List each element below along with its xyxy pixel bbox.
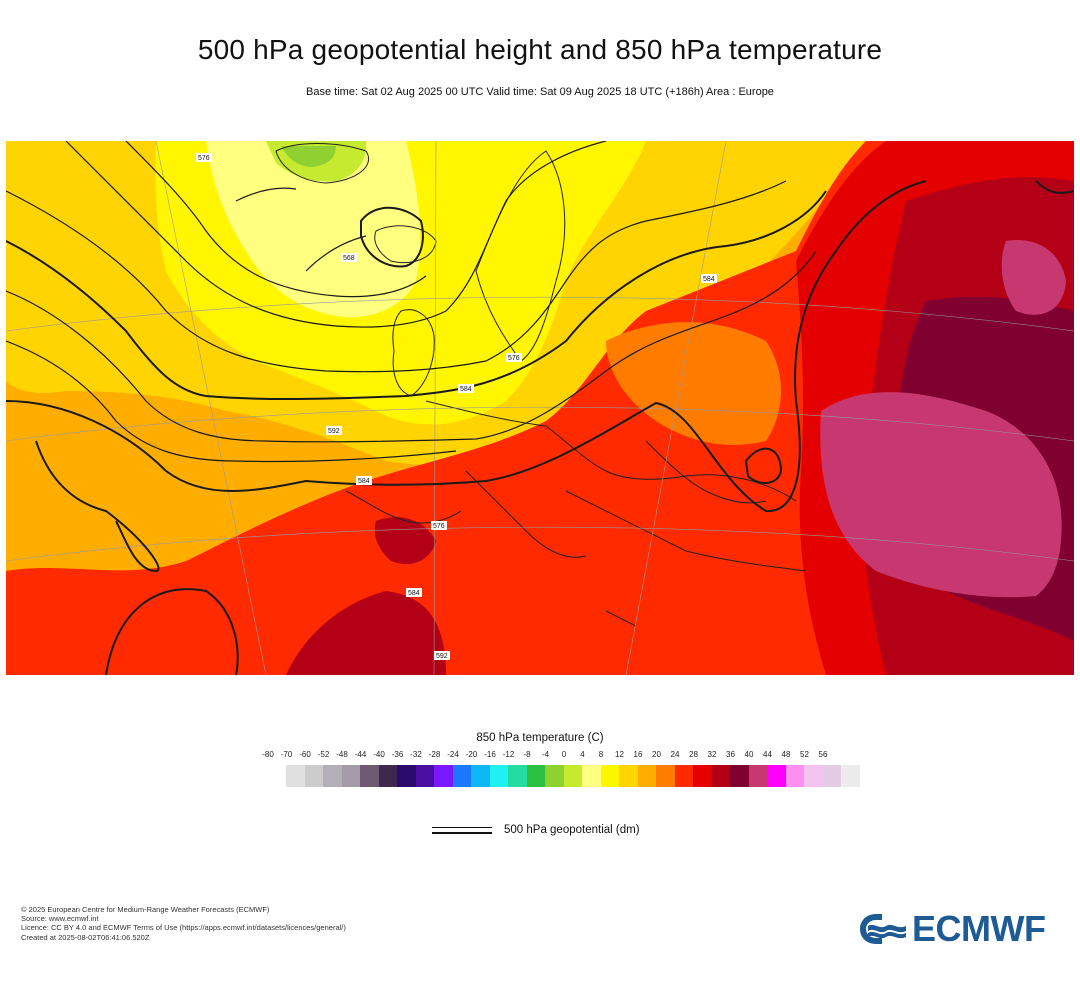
legend-tick-label: -8 <box>523 750 531 759</box>
legend-tick-label: -4 <box>541 750 550 759</box>
field-band-16 <box>606 322 781 445</box>
legend-swatch <box>637 765 656 787</box>
legend-swatch <box>619 765 638 787</box>
legend-title: 850 hPa temperature (C) <box>476 732 604 744</box>
legend-swatch <box>471 765 490 787</box>
legend-tick-label: 24 <box>670 750 680 759</box>
legend-tick-label: 4 <box>580 750 585 759</box>
geopotential-contours <box>6 141 1074 675</box>
legend-tick-label: 32 <box>707 750 717 759</box>
temperature-field: 584 592 584 576 568 576 584 576 584 592 <box>6 141 1074 675</box>
legend-tick-label: 12 <box>615 750 624 759</box>
legend-tick-row: -80 -70 -60 -52 -48 -44 -40 -36 -32 -28 -24 -20 -16-… <box>258 750 827 762</box>
legend-swatch <box>804 765 823 787</box>
legend-swatch <box>304 765 323 787</box>
legend-tick-label: 0 <box>561 750 567 759</box>
legend-tick-label: -52 <box>317 750 330 759</box>
legend-swatch <box>711 765 730 787</box>
legend-swatch <box>452 765 471 787</box>
field-band-28-sw <box>286 591 446 675</box>
geopotential-legend-label: 500 hPa geopotential (dm) <box>504 824 640 836</box>
legend-swatch <box>582 765 601 787</box>
legend-tick-label: -48 <box>336 750 348 759</box>
legend-tick-label: 40 <box>744 750 754 759</box>
geopotential-legend: 500 hPa geopotential (dm) <box>432 824 640 836</box>
legend-swatch <box>767 765 786 787</box>
legend-swatch <box>656 765 675 787</box>
contour-label-5: 568 <box>343 255 355 262</box>
legend-swatch <box>415 765 434 787</box>
contour-label-9: 584 <box>408 590 420 597</box>
contour-label-group: 584 592 584 576 568 576 584 576 584 592 <box>196 153 717 660</box>
legend-tick-label: 28 <box>689 750 698 759</box>
legend-tick-label: 52 <box>800 750 809 759</box>
legend-swatch <box>323 765 342 787</box>
credit-line: Source: www.ecmwf.int <box>21 914 99 924</box>
legend-tick-label: 8 <box>598 750 604 759</box>
field-band-minus4 <box>281 146 336 167</box>
legend-swatch <box>822 765 841 787</box>
legend-swatch <box>397 765 416 787</box>
ecmwf-logo: ECMWF <box>858 908 1046 950</box>
legend-swatch <box>600 765 619 787</box>
legend-tick-label: -40 <box>373 750 385 759</box>
legend-tick-label: -16 <box>484 750 496 759</box>
credit-line: © 2025 European Centre for Medium-Range … <box>21 905 270 914</box>
legend-tick-label: -60 <box>299 750 311 759</box>
legend-tick-label: -70 <box>280 750 293 759</box>
legend-swatch <box>508 765 527 787</box>
legend-swatch <box>489 765 508 787</box>
legend-tick-label: 44 <box>763 750 772 759</box>
legend-tick-label: -80 <box>262 750 274 759</box>
legend-swatch <box>785 765 804 787</box>
legend-tick-label: -32 <box>410 750 422 759</box>
field-band-36b <box>1001 240 1066 315</box>
ecmwf-logo-icon <box>860 914 906 944</box>
chart-subtitle: Base time: Sat 02 Aug 2025 00 UTC Valid … <box>306 86 774 98</box>
forecast-map: 584 592 584 576 568 576 584 576 584 592 <box>6 141 1074 675</box>
legend-tick-label: -20 <box>465 750 478 759</box>
legend-swatch <box>341 765 360 787</box>
field-band-4 <box>206 141 421 318</box>
ecmwf-logo-text: ECMWF <box>912 908 1046 949</box>
contour-label-3: 584 <box>460 386 472 393</box>
legend-tick-label: -24 <box>447 750 459 759</box>
credits: © 2025 European Centre for Medium-Range … <box>21 905 346 942</box>
contour-label-7: 584 <box>703 276 715 283</box>
legend-swatch <box>360 765 379 787</box>
legend-tick-label: -28 <box>428 750 441 759</box>
credit-line: Created at 2025-08-02T06:41:06.520Z <box>21 932 150 942</box>
legend-tick-label: -12 <box>502 750 515 759</box>
legend-swatch <box>748 765 767 787</box>
contour-label-6: 576 <box>198 155 210 162</box>
contour-label-10: 592 <box>436 653 448 660</box>
legend-tick-label: -44 <box>354 750 367 759</box>
legend-tick-label: 48 <box>781 750 791 759</box>
legend-tick-label: -36 <box>391 750 404 759</box>
legend-colorbar <box>286 765 860 787</box>
legend-tick-label: 20 <box>652 750 661 759</box>
contour-label-1: 584 <box>358 478 370 485</box>
legend-swatch <box>841 765 860 787</box>
contour-label-2: 592 <box>328 428 340 435</box>
legend-swatch <box>434 765 453 787</box>
chart-title: 500 hPa geopotential height and 850 hPa … <box>197 34 883 65</box>
credit-line: Licence: CC BY 4.0 and ECMWF Terms of Us… <box>21 923 346 933</box>
geopotential-line-sample <box>432 826 492 834</box>
legend-swatch <box>730 765 749 787</box>
legend-swatch <box>378 765 397 787</box>
field-band-36 <box>820 392 1062 598</box>
contour-label-8: 576 <box>433 523 445 530</box>
legend-tick-label: 16 <box>633 750 643 759</box>
legend-swatch <box>526 765 545 787</box>
legend-swatch <box>545 765 564 787</box>
legend-tick-label: 36 <box>726 750 735 759</box>
legend-swatch <box>693 765 712 787</box>
contour-label-4: 576 <box>508 355 520 362</box>
coastlines <box>275 143 807 627</box>
legend-swatch <box>674 765 693 787</box>
legend-swatch <box>286 765 305 787</box>
legend-tick-label: 56 <box>818 750 828 759</box>
legend-swatch <box>563 765 582 787</box>
